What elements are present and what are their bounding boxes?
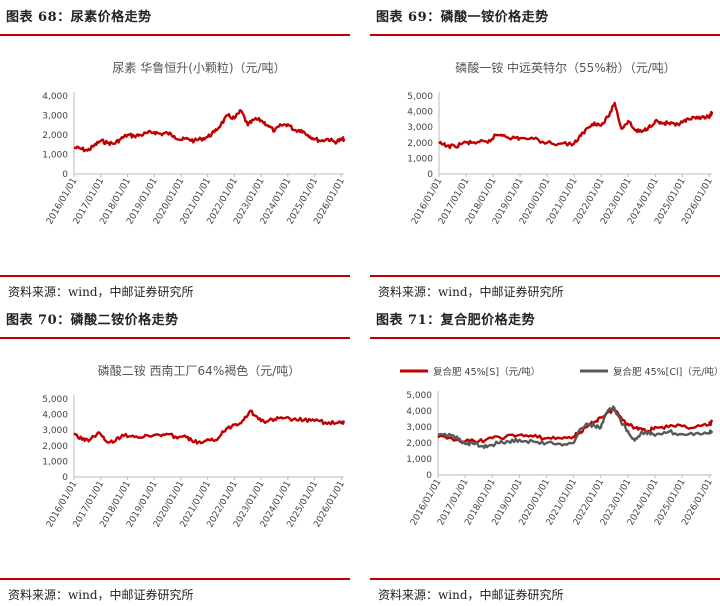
bottom-rule: [370, 275, 720, 277]
series-line: [73, 409, 346, 445]
dap-price-chart: 磷酸二铵 西南工厂64%褐色（元/吨） 0 1,000 2,000 3,000 4,000…: [42, 363, 347, 529]
y-tick-label: 1,000: [406, 455, 432, 465]
y-tick-label: 5,000: [407, 92, 433, 102]
y-tick-label: 1,000: [42, 151, 68, 161]
y-tick-label: 5,000: [406, 391, 432, 401]
panel-heading: 图表 70：磷酸二铵价格走势: [6, 313, 179, 328]
source-note: 资料来源：wind，中邮证券研究所: [378, 285, 564, 299]
y-tick-label: 3,000: [42, 112, 68, 122]
chart-panel-map: 图表 69：磷酸一铵价格走势 磷酸一铵 中远英特尔（55%粉）（元/吨） 0 1,0…: [370, 0, 720, 303]
map-price-chart: 磷酸一铵 中远英特尔（55%粉）（元/吨） 0 1,000 2,000 3,000 4,0…: [407, 60, 715, 226]
chart-title: 磷酸二铵 西南工厂64%褐色（元/吨）: [98, 363, 301, 378]
top-rule: [0, 337, 350, 339]
y-tick-label: 1,000: [42, 457, 68, 467]
chart-title: 尿素 华鲁恒升(小颗粒)（元/吨）: [112, 60, 285, 75]
source-note: 资料来源：wind，中邮证券研究所: [8, 588, 194, 602]
y-tick-label: 0: [62, 473, 68, 483]
y-tick-label: 4,000: [406, 407, 432, 417]
top-rule: [370, 34, 720, 36]
panel-heading: 图表 69：磷酸一铵价格走势: [376, 10, 549, 25]
series-line: [437, 405, 714, 450]
y-tick-label: 3,000: [407, 123, 433, 133]
chart-panel-compound: 图表 71：复合肥价格走势 0 1,000 2,000 3,000 4,000 5,000…: [370, 303, 720, 606]
y-tick-label: 2,000: [42, 442, 68, 452]
y-tick-label: 5,000: [42, 395, 68, 405]
legend-label: 复合肥 45%[Cl]（元/吨）: [613, 366, 720, 378]
chart-title: 磷酸一铵 中远英特尔（55%粉）（元/吨）: [455, 60, 676, 75]
top-rule: [370, 337, 720, 339]
y-tick-label: 4,000: [407, 108, 433, 118]
y-tick-label: 2,000: [407, 139, 433, 149]
y-tick-label: 0: [426, 471, 432, 481]
source-note: 资料来源：wind，中邮证券研究所: [378, 588, 564, 602]
legend-label: 复合肥 45%[S]（元/吨）: [433, 366, 540, 378]
y-tick-label: 3,000: [406, 423, 432, 433]
y-tick-label: 0: [427, 170, 433, 180]
compound-fertilizer-price-chart: 01,0002,0003,0004,0005,0002016/01/012017…: [400, 366, 720, 527]
series-line: [438, 101, 714, 150]
y-tick-label: 4,000: [42, 92, 68, 102]
urea-price-chart: 尿素 华鲁恒升(小颗粒)（元/吨）01,0002,0003,0004,00020…: [42, 60, 347, 226]
chart-panel-urea: 图表 68：尿素价格走势 尿素 华鲁恒升(小颗粒)（元/吨） 0 1,000 2,00…: [0, 0, 350, 303]
y-tick-label: 4,000: [42, 411, 68, 421]
series-line: [437, 408, 714, 444]
bottom-rule: [0, 578, 350, 580]
top-rule: [0, 34, 350, 36]
bottom-rule: [0, 275, 350, 277]
panel-heading: 图表 71：复合肥价格走势: [376, 313, 536, 328]
y-tick-label: 2,000: [42, 131, 68, 141]
y-tick-label: 1,000: [407, 154, 433, 164]
series-line: [73, 109, 346, 153]
y-tick-label: 3,000: [42, 426, 68, 436]
chart-panel-dap: 图表 70：磷酸二铵价格走势 磷酸二铵 西南工厂64%褐色（元/吨） 0 1,000…: [0, 303, 350, 606]
y-tick-label: 2,000: [406, 439, 432, 449]
bottom-rule: [370, 578, 720, 580]
panel-heading: 图表 68：尿素价格走势: [6, 10, 152, 25]
y-tick-label: 0: [62, 170, 68, 180]
source-note: 资料来源：wind，中邮证券研究所: [8, 285, 194, 299]
